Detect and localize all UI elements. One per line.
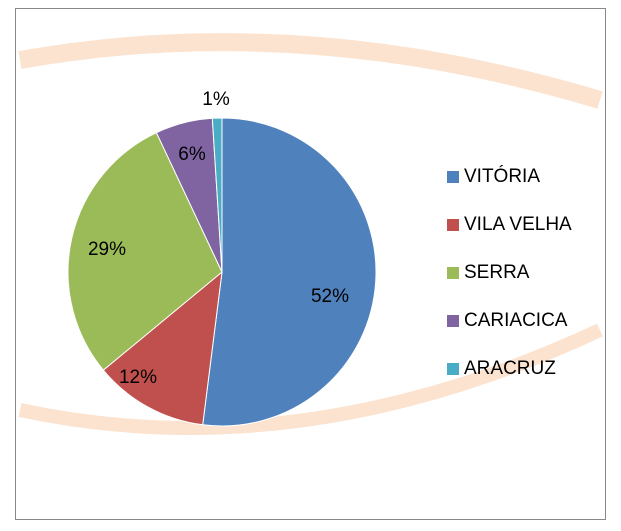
- watermark: [18, 323, 603, 435]
- legend-swatch: [447, 267, 459, 279]
- legend-label: ARACRUZ: [464, 358, 556, 379]
- watermark: [18, 33, 603, 109]
- legend-swatch: [447, 219, 459, 231]
- legend-label: CARIACICA: [464, 310, 568, 331]
- legend-label: VILA VELHA: [464, 214, 572, 235]
- data-label: 29%: [88, 239, 126, 260]
- pie-slice: [67, 131, 223, 371]
- legend-swatch: [447, 171, 459, 183]
- data-label: 12%: [119, 367, 157, 388]
- pie-slice: [211, 117, 223, 273]
- data-label: 52%: [311, 286, 349, 307]
- legend-label: SERRA: [464, 262, 530, 283]
- pie-slice: [102, 270, 223, 426]
- pie-slice: [202, 117, 377, 427]
- legend-swatch: [447, 363, 459, 375]
- data-label: 1%: [202, 89, 230, 110]
- legend-swatch: [447, 315, 459, 327]
- legend-label: VITÓRIA: [464, 165, 540, 187]
- data-label: 6%: [178, 144, 206, 165]
